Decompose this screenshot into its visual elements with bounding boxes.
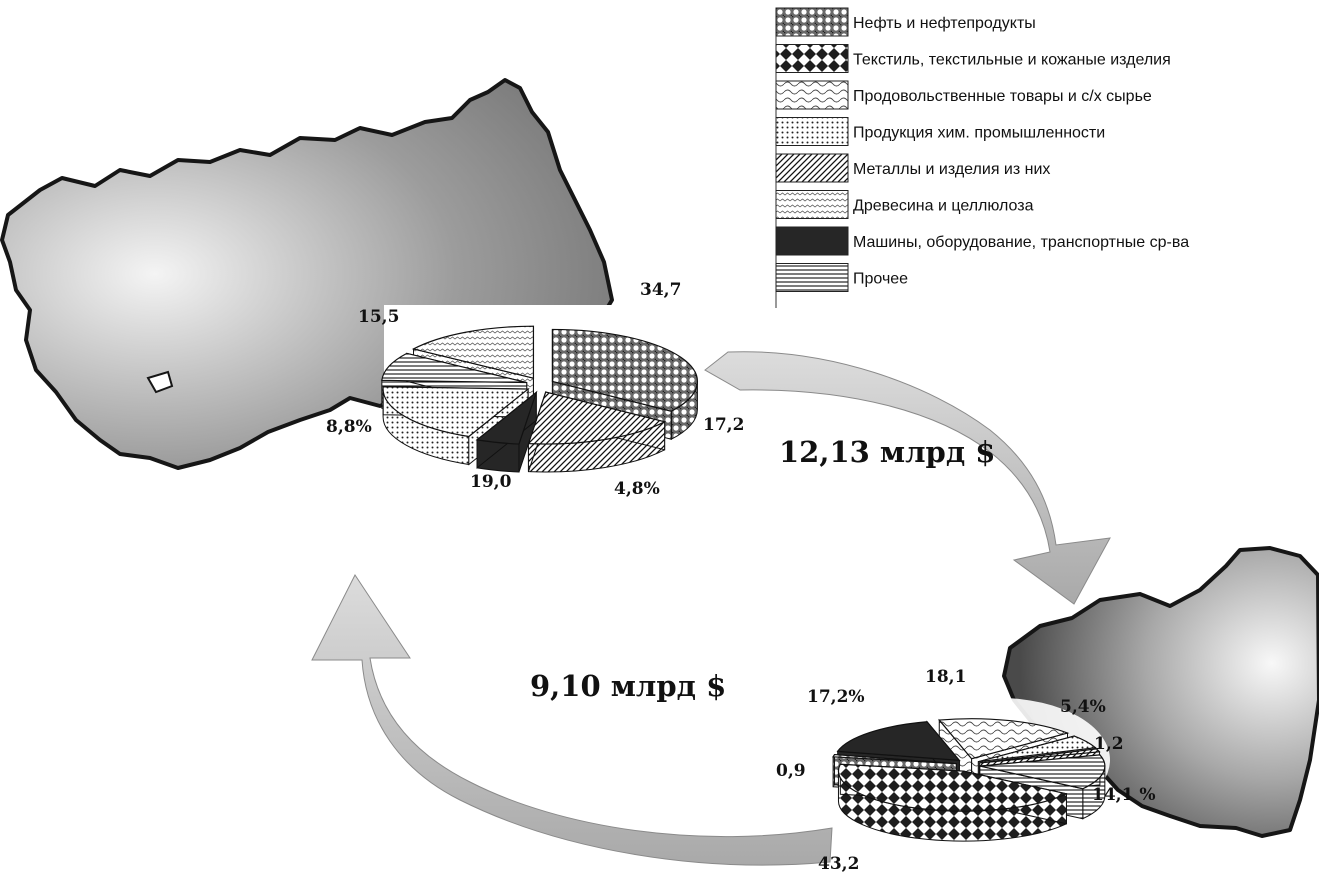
legend-swatch: [775, 263, 849, 292]
data-label-china-metals: 1,2: [1094, 734, 1124, 754]
legend-entry: Нефть и нефтепродукты: [853, 15, 1036, 32]
legend-entry: Древесина и целлюлоза: [853, 198, 1034, 215]
data-label-russia-other: 8,8%: [326, 417, 372, 437]
legend: Нефть и нефтепродукты Текстиль, текстильн…: [775, 7, 1189, 308]
export-arrow: [704, 351, 1111, 605]
import-arrow: [311, 574, 833, 866]
data-label-russia-oil: 34,7: [640, 280, 681, 300]
pie-slice: [475, 390, 538, 473]
data-label-china-machines: 17,2%: [807, 687, 865, 707]
legend-entry: Текстиль, текстильные и кожаные изделия: [853, 52, 1171, 69]
legend-swatch: [775, 117, 849, 146]
pie-slice: [837, 763, 1069, 842]
legend-swatch: [775, 226, 849, 256]
pie-russia-export: [381, 305, 704, 475]
legend-swatch: [775, 190, 849, 219]
legend-swatch: [775, 80, 849, 110]
data-label-russia-machines: 4,8%: [614, 479, 660, 499]
data-label-china-oil: 0,9: [776, 761, 806, 781]
legend-swatch: [775, 44, 849, 73]
legend-entry: Продукция хим. промышленности: [853, 125, 1105, 142]
data-label-russia-wood: 15,5: [358, 307, 399, 327]
legend-entry: Прочее: [853, 271, 908, 288]
data-label-china-textile: 43,2: [818, 854, 859, 874]
legend-swatch: [775, 7, 849, 37]
data-label-china-food: 18,1: [925, 667, 966, 687]
data-label-russia-metals: 17,2: [703, 415, 744, 435]
pie-slice: [527, 391, 667, 473]
data-label-china-other: 14,1 %: [1092, 785, 1155, 805]
data-label-russia-chemicals: 19,0: [470, 472, 512, 492]
data-label-china-chemicals: 5,4%: [1060, 697, 1106, 717]
legend-swatch: [775, 153, 849, 183]
legend-entry: Металлы и изделия из них: [853, 161, 1050, 178]
pie-china-export: [832, 698, 1110, 842]
legend-entry: Машины, оборудование, транспортные ср-ва: [853, 234, 1189, 251]
import-volume-label: 9,10 млрд $: [530, 669, 726, 703]
export-volume-label: 12,13 млрд $: [779, 435, 995, 469]
legend-entry: Продовольственные товары и с/х сырье: [853, 88, 1152, 105]
